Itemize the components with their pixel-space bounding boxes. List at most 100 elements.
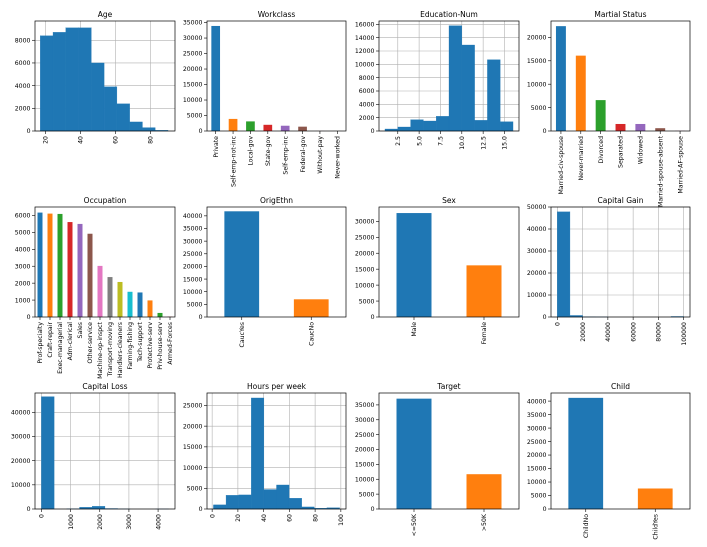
y-tick-label: 10000 [527, 479, 547, 486]
chart-origethn: OrigEthn 0 5000 10000 15000 20000 25000 30000 35… [183, 196, 347, 347]
y-tick-label: 5000 [359, 298, 375, 305]
y-tick-label: 30000 [527, 425, 547, 432]
histogram-bar [410, 119, 424, 132]
chart-target: Target 0 5000 10000 15000 20000 25000 30000 3500… [355, 382, 520, 536]
x-tick-label: 0 [209, 514, 216, 518]
x-tick-label: 60000 [630, 322, 637, 342]
x-tick-label: Married-civ-spouse [558, 136, 565, 195]
y-tick-label: 35000 [183, 20, 203, 27]
y-tick-label: 6000 [359, 88, 375, 95]
histogram-bar [225, 495, 239, 510]
y-tick-label: 30000 [11, 434, 31, 441]
x-tick-label: Adm-clerical [67, 322, 74, 361]
y-tick-label: 10000 [355, 62, 375, 69]
x-tick-label: Male [411, 322, 418, 337]
y-tick-label: 1000 [15, 297, 31, 304]
axes-frame [206, 392, 347, 510]
chart-title: Workclass [258, 10, 296, 19]
y-tick-label: 0 [543, 506, 547, 513]
bar [246, 121, 255, 131]
x-tick-label: 40 [78, 136, 85, 144]
y-tick-label: 12000 [355, 48, 375, 55]
y-tick-label: 0 [199, 128, 203, 135]
bar [635, 123, 646, 131]
y-tick-label: 0 [27, 506, 31, 513]
x-tick-label: 12.5 [480, 136, 487, 150]
x-tick-label: 40 [261, 514, 268, 522]
chart-hours-per-week: Hours per week 0 5000 10000 15000 20000 25000 0… [183, 382, 347, 526]
x-tick-label: 40000 [605, 322, 612, 342]
x-tick-label: 80 [312, 514, 319, 522]
y-tick-label: 0 [543, 128, 547, 135]
y-tick-label: 2000 [15, 106, 31, 113]
x-tick-label: Sales [77, 322, 84, 338]
bar [466, 474, 502, 509]
x-tick-label: Exec-managerial [57, 322, 64, 374]
y-tick-label: 0 [543, 314, 547, 321]
x-tick-label: 80 [148, 136, 155, 144]
histogram-bar [397, 126, 411, 132]
y-tick-label: 25000 [355, 432, 375, 439]
y-tick-label: 4000 [15, 247, 31, 254]
chart-education-num: Education-Num 0 2000 4000 6000 8000 10000 12000… [355, 10, 520, 150]
bar [396, 213, 432, 317]
x-tick-label: Never-married [578, 136, 585, 181]
y-tick-label: 35000 [355, 402, 375, 409]
y-tick-label: 25000 [183, 403, 203, 410]
chart-age: Age 0 2000 4000 6000 8000 20 40 60 80 [15, 10, 176, 144]
y-tick-label: 15000 [183, 276, 203, 283]
axes-frame [34, 20, 176, 132]
x-tick-label: Female [481, 322, 488, 345]
histogram-bar [448, 25, 462, 132]
y-tick-label: 30000 [183, 238, 203, 245]
y-tick-label: 0 [199, 314, 203, 321]
chart-martial-status: Martial Status 0 5000 10000 15000 20000 Marrie… [527, 10, 691, 207]
y-tick-label: 35000 [527, 412, 547, 419]
chart-title: Sex [442, 196, 456, 205]
bar [57, 213, 63, 317]
x-tick-label: 20 [235, 514, 242, 522]
y-tick-label: 3000 [15, 263, 31, 270]
histogram-bar [238, 494, 252, 510]
axes-frame [550, 206, 691, 318]
histogram-bar [487, 59, 501, 132]
bar [298, 126, 307, 131]
y-tick-label: 10000 [183, 465, 203, 472]
y-tick-label: 15000 [527, 58, 547, 65]
y-tick-label: 20000 [183, 66, 203, 73]
y-tick-label: 0 [371, 314, 375, 321]
y-tick-label: 20000 [183, 423, 203, 430]
y-tick-label: 14000 [355, 35, 375, 42]
axes-frame [34, 206, 176, 318]
y-tick-label: 25000 [183, 51, 203, 58]
chart-capital-loss: Capital Loss 0 10000 20000 30000 40000 0 1000 20… [11, 382, 176, 530]
y-tick-label: 0 [27, 128, 31, 135]
bar [157, 312, 163, 317]
x-tick-label: Married-AF-spouse [677, 136, 684, 194]
x-tick-label: Craft-repair [47, 322, 54, 358]
x-tick-label: Local-gov [248, 136, 255, 166]
bar [47, 213, 53, 317]
histogram-bar [423, 120, 437, 132]
x-tick-label: Widowed [638, 136, 645, 164]
y-tick-label: 20000 [527, 35, 547, 42]
y-tick-label: 10000 [355, 282, 375, 289]
x-tick-label: 1000 [68, 514, 75, 530]
y-tick-label: 20000 [355, 250, 375, 257]
histogram-bar [91, 62, 105, 132]
x-tick-label: Without-pay [317, 136, 324, 174]
chart-title: Capital Loss [82, 382, 127, 391]
histogram-bar [251, 397, 265, 510]
axes-frame [34, 392, 176, 510]
y-tick-label: 4000 [359, 102, 375, 109]
y-tick-label: 16000 [355, 22, 375, 29]
bar [137, 292, 143, 317]
y-tick-label: 25000 [527, 439, 547, 446]
chart-title: Occupation [84, 196, 127, 205]
y-tick-label: 10000 [527, 81, 547, 88]
x-tick-label: 15.0 [502, 136, 509, 150]
y-tick-label: 15000 [183, 444, 203, 451]
y-tick-label: 0 [371, 128, 375, 135]
x-tick-label: 20000 [580, 322, 587, 342]
